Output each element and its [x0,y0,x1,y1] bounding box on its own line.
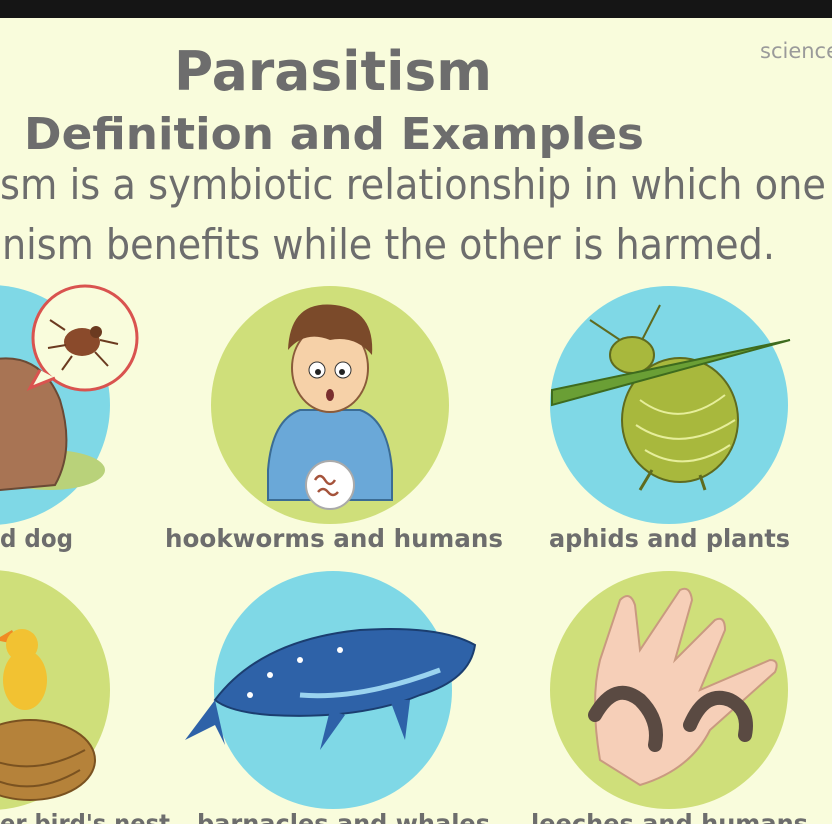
whale-illustration [185,628,477,750]
title: Parasitism [174,40,492,103]
example-label: d dog [0,524,73,553]
example-label: aphids and plants [549,524,790,553]
tick-dog-illustration [0,284,139,491]
definition-line: sm is a symbiotic relationship in which … [0,160,826,209]
example-label: er bird's nest [0,809,170,824]
nest-illustration [0,629,96,801]
top-bar [0,0,832,18]
example-label: barnacles and whales [197,809,490,824]
example-label: leeches and humans [531,809,808,824]
hookworm-illustration [267,304,393,510]
definition-line: nism benefits while the other is harmed. [2,220,775,269]
leech-illustration [588,587,778,787]
example-label: hookworms and humans [165,524,503,553]
aphid-illustration [551,304,791,491]
watermark: science [760,39,832,63]
subtitle: Definition and Examples [24,109,644,160]
